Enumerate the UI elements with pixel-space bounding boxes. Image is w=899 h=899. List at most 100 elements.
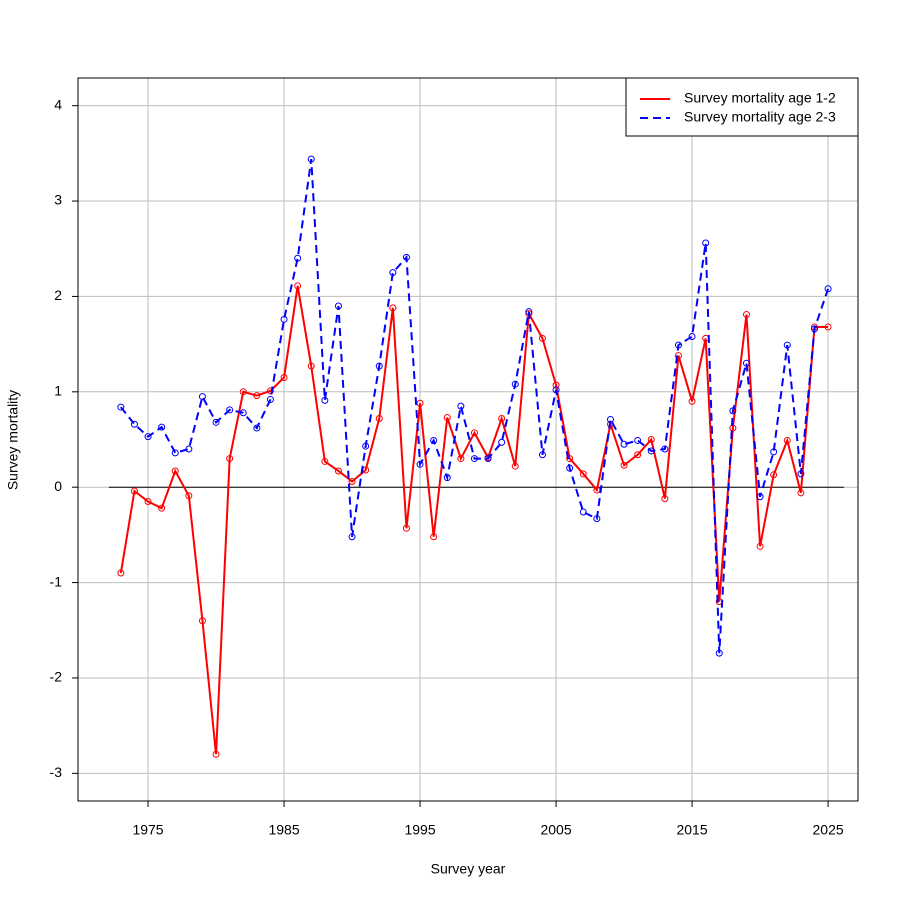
x-tick-label: 1985 [268, 822, 299, 838]
y-tick-label: 0 [54, 478, 62, 494]
plot-border [77, 77, 859, 802]
data-point [634, 436, 642, 444]
data-point [797, 489, 805, 497]
data-point [307, 362, 315, 370]
data-point [321, 396, 329, 404]
data-point [348, 533, 356, 541]
data-point [198, 617, 206, 625]
legend-label: Survey mortality age 1-2 [684, 90, 836, 106]
data-point [661, 445, 669, 453]
data-point [158, 423, 166, 431]
data-point [171, 467, 179, 475]
data-point [634, 451, 642, 459]
y-tick-label: -1 [50, 573, 63, 589]
data-point [171, 449, 179, 457]
data-point [674, 341, 682, 349]
data-point [729, 407, 737, 415]
data-point [294, 254, 302, 262]
x-tick-label: 2015 [676, 822, 707, 838]
x-tick-label: 1995 [404, 822, 435, 838]
data-point [770, 471, 778, 479]
data-point [810, 325, 818, 333]
x-tick-label: 1975 [132, 822, 163, 838]
data-point [647, 436, 655, 443]
data-point [742, 311, 750, 319]
data-point [470, 429, 478, 437]
data-point [375, 415, 383, 423]
data-point [130, 487, 138, 495]
x-tick-label: 2025 [813, 822, 844, 838]
data-point [443, 474, 451, 482]
data-point [538, 334, 546, 342]
data-point [715, 649, 723, 657]
data-point [307, 155, 315, 163]
data-point [253, 424, 261, 432]
data-point [756, 493, 764, 501]
y-tick-label: 3 [54, 192, 62, 208]
data-point [266, 395, 274, 403]
data-point [117, 403, 125, 411]
y-tick-label: -3 [50, 764, 63, 780]
data-point [484, 455, 492, 463]
data-point [797, 470, 805, 478]
y-tick-label: 1 [54, 383, 62, 399]
data-point [253, 392, 261, 400]
data-point [389, 304, 397, 312]
x-tick-label: 2005 [540, 822, 571, 838]
data-point [674, 352, 682, 360]
data-point [212, 750, 220, 758]
data-point [688, 332, 696, 340]
data-point [756, 542, 764, 550]
data-point [430, 533, 438, 541]
data-point [824, 285, 832, 293]
data-point [416, 399, 424, 407]
y-tick-label: 4 [54, 96, 62, 112]
data-point [647, 447, 655, 455]
data-point [117, 569, 125, 577]
data-point [620, 461, 628, 469]
data-point [770, 448, 778, 456]
data-point [443, 414, 451, 422]
data-point [294, 282, 302, 290]
data-point [742, 359, 750, 367]
data-point [416, 460, 424, 468]
series-line [119, 285, 829, 755]
data-point [538, 451, 546, 459]
data-point [334, 467, 342, 475]
data-point [579, 470, 587, 478]
data-point [402, 524, 410, 532]
data-point [402, 253, 410, 261]
data-point [185, 492, 193, 500]
data-point [498, 415, 506, 423]
data-point [783, 436, 791, 444]
data-point [688, 397, 696, 405]
data-point [552, 381, 560, 389]
data-point [824, 323, 832, 331]
data-point [783, 341, 791, 349]
data-point [348, 477, 356, 485]
data-point [566, 464, 574, 472]
data-point [525, 308, 533, 316]
data-point [198, 393, 206, 401]
data-point [470, 455, 478, 463]
x-axis-label: Survey year [431, 861, 506, 877]
data-point [389, 269, 397, 277]
legend-label: Survey mortality age 2-3 [684, 109, 836, 125]
data-point [579, 508, 587, 516]
data-point [185, 445, 193, 453]
data-point [702, 239, 710, 247]
legend-box [625, 77, 859, 137]
data-point [457, 402, 465, 410]
y-tick-label: -2 [50, 669, 63, 685]
data-point [511, 462, 519, 470]
data-point [334, 302, 342, 310]
series-line [120, 158, 830, 654]
data-point [511, 380, 519, 388]
data-point [661, 495, 669, 503]
data-point [566, 455, 574, 463]
data-point [321, 457, 329, 465]
y-tick-label: 2 [54, 287, 62, 303]
data-point [430, 436, 438, 444]
data-point [620, 440, 628, 448]
